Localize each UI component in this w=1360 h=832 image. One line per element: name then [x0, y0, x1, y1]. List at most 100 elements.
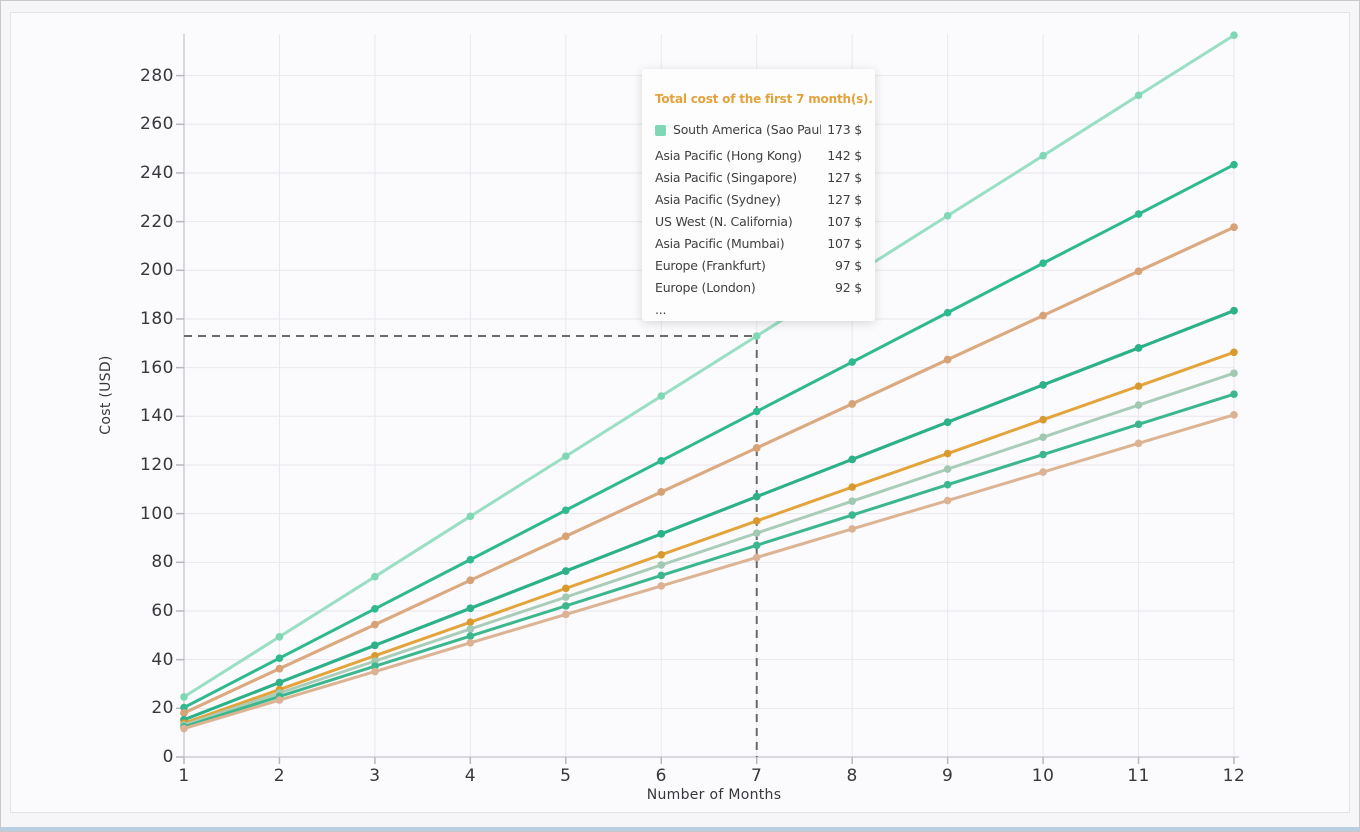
data-point-asia-pacific-hong-kong-month-7[interactable] [752, 407, 761, 416]
tooltip-row-value: 127 $ [827, 191, 862, 207]
data-point-europe-london-month-6[interactable] [657, 561, 666, 569]
data-point-europe-frankfurt-month-9[interactable] [943, 449, 952, 458]
data-point-south-america-sao-paulo-month-9[interactable] [943, 211, 952, 220]
data-point-series-9-month-12[interactable] [1230, 390, 1238, 398]
data-point-series-10-month-3[interactable] [371, 667, 379, 676]
data-point-south-america-sao-paulo-month-2[interactable] [275, 632, 284, 641]
data-point-series-10-month-5[interactable] [562, 610, 570, 619]
y-tick-label: 180 [140, 308, 174, 329]
data-point-south-america-sao-paulo-month-5[interactable] [562, 452, 570, 461]
data-point-asia-pacific-sydney-month-4[interactable] [466, 576, 475, 585]
data-point-series-10-month-6[interactable] [657, 582, 666, 590]
data-point-europe-frankfurt-month-8[interactable] [848, 483, 856, 491]
data-point-asia-pacific-mumbai-month-9[interactable] [943, 418, 952, 426]
data-point-series-10-month-7[interactable] [752, 553, 761, 562]
data-point-europe-frankfurt-month-6[interactable] [657, 550, 666, 559]
data-point-series-10-month-10[interactable] [1039, 468, 1047, 476]
data-point-europe-frankfurt-month-11[interactable] [1134, 382, 1143, 390]
data-point-asia-pacific-sydney-month-2[interactable] [275, 664, 284, 673]
data-point-series-9-month-7[interactable] [752, 541, 761, 550]
data-point-series-10-month-1[interactable] [180, 724, 188, 733]
data-point-europe-london-month-10[interactable] [1039, 433, 1047, 442]
data-point-asia-pacific-mumbai-month-12[interactable] [1230, 306, 1238, 315]
data-point-asia-pacific-hong-kong-month-10[interactable] [1039, 259, 1047, 268]
data-point-asia-pacific-hong-kong-month-9[interactable] [943, 308, 952, 317]
data-point-europe-london-month-5[interactable] [562, 593, 570, 601]
data-point-asia-pacific-sydney-month-9[interactable] [943, 355, 952, 364]
data-point-series-9-month-9[interactable] [943, 480, 952, 489]
data-point-asia-pacific-hong-kong-month-1[interactable] [180, 703, 188, 712]
data-point-asia-pacific-sydney-month-3[interactable] [371, 620, 379, 629]
data-point-south-america-sao-paulo-month-12[interactable] [1230, 31, 1238, 40]
data-point-series-10-month-12[interactable] [1230, 411, 1238, 419]
data-point-series-9-month-11[interactable] [1134, 420, 1143, 429]
tooltip-row-label: Europe (London) [655, 279, 756, 295]
data-point-asia-pacific-sydney-month-6[interactable] [657, 488, 666, 496]
data-point-europe-london-month-12[interactable] [1230, 369, 1238, 378]
tooltip-row-label: Asia Pacific (Hong Kong) [655, 147, 802, 163]
data-point-asia-pacific-hong-kong-month-3[interactable] [371, 604, 379, 613]
tooltip-row-label: South America (Sao Paulo) [655, 122, 821, 137]
tooltip-rows: South America (Sao Paulo) 173 $ Asia Pacif… [655, 118, 862, 320]
data-point-europe-frankfurt-month-7[interactable] [752, 517, 761, 525]
x-tick-label: 11 [1127, 766, 1150, 786]
data-point-asia-pacific-sydney-month-5[interactable] [562, 532, 570, 541]
data-point-asia-pacific-mumbai-month-7[interactable] [752, 492, 761, 501]
chart-tooltip: Total cost of the first 7 month(s). Sout… [642, 69, 875, 321]
data-point-europe-london-month-4[interactable] [466, 625, 475, 633]
data-point-asia-pacific-hong-kong-month-11[interactable] [1134, 210, 1143, 218]
y-tick-label: 60 [151, 600, 174, 621]
data-point-series-9-month-10[interactable] [1039, 450, 1047, 459]
data-point-asia-pacific-hong-kong-month-6[interactable] [657, 457, 666, 465]
data-point-asia-pacific-hong-kong-month-4[interactable] [466, 555, 475, 564]
data-point-asia-pacific-sydney-month-8[interactable] [848, 400, 856, 408]
data-point-series-9-month-3[interactable] [371, 662, 379, 671]
data-point-series-10-month-4[interactable] [466, 639, 475, 647]
data-point-south-america-sao-paulo-month-10[interactable] [1039, 151, 1047, 160]
data-point-asia-pacific-hong-kong-month-5[interactable] [562, 506, 570, 515]
data-point-asia-pacific-mumbai-month-3[interactable] [371, 641, 379, 650]
data-point-asia-pacific-hong-kong-month-8[interactable] [848, 358, 856, 366]
tooltip-row-value: 127 $ [827, 169, 862, 185]
data-point-asia-pacific-mumbai-month-2[interactable] [275, 678, 284, 687]
data-point-europe-frankfurt-month-5[interactable] [562, 584, 570, 593]
data-point-asia-pacific-mumbai-month-4[interactable] [466, 604, 475, 613]
tooltip-row: US West (N. California) 107 $ [655, 210, 862, 232]
data-point-europe-frankfurt-month-3[interactable] [371, 651, 379, 660]
data-point-europe-london-month-7[interactable] [752, 529, 761, 537]
data-point-asia-pacific-mumbai-month-8[interactable] [848, 455, 856, 464]
data-point-asia-pacific-sydney-month-10[interactable] [1039, 311, 1047, 320]
data-point-asia-pacific-mumbai-month-11[interactable] [1134, 344, 1143, 352]
data-point-europe-frankfurt-month-4[interactable] [466, 618, 475, 626]
data-point-south-america-sao-paulo-month-7[interactable] [752, 332, 761, 340]
data-point-south-america-sao-paulo-month-6[interactable] [657, 392, 666, 400]
data-point-series-9-month-8[interactable] [848, 511, 856, 519]
data-point-south-america-sao-paulo-month-3[interactable] [371, 572, 379, 581]
data-point-europe-london-month-11[interactable] [1134, 401, 1143, 409]
data-point-europe-london-month-8[interactable] [848, 497, 856, 506]
data-point-series-9-month-4[interactable] [466, 632, 475, 640]
x-tick-label: 5 [560, 766, 572, 786]
data-point-series-9-month-6[interactable] [657, 571, 666, 580]
data-point-asia-pacific-mumbai-month-6[interactable] [657, 530, 666, 538]
data-point-asia-pacific-mumbai-month-5[interactable] [562, 567, 570, 575]
tooltip-title: Total cost of the first 7 month(s). [655, 92, 873, 106]
data-point-asia-pacific-sydney-month-7[interactable] [752, 444, 761, 452]
data-point-south-america-sao-paulo-month-11[interactable] [1134, 91, 1143, 100]
data-point-asia-pacific-hong-kong-month-2[interactable] [275, 654, 284, 662]
data-point-asia-pacific-mumbai-month-10[interactable] [1039, 381, 1047, 389]
data-point-asia-pacific-sydney-month-1[interactable] [180, 709, 188, 717]
data-point-south-america-sao-paulo-month-4[interactable] [466, 512, 475, 521]
data-point-europe-london-month-9[interactable] [943, 465, 952, 473]
data-point-series-10-month-11[interactable] [1134, 439, 1143, 448]
data-point-series-10-month-8[interactable] [848, 525, 856, 533]
data-point-asia-pacific-sydney-month-12[interactable] [1230, 223, 1238, 232]
data-point-series-10-month-2[interactable] [275, 696, 284, 704]
data-point-europe-frankfurt-month-10[interactable] [1039, 415, 1047, 424]
data-point-south-america-sao-paulo-month-1[interactable] [180, 693, 188, 701]
data-point-series-9-month-5[interactable] [562, 602, 570, 610]
data-point-europe-frankfurt-month-12[interactable] [1230, 348, 1238, 357]
data-point-series-10-month-9[interactable] [943, 496, 952, 505]
data-point-asia-pacific-sydney-month-11[interactable] [1134, 267, 1143, 276]
data-point-asia-pacific-hong-kong-month-12[interactable] [1230, 160, 1238, 169]
